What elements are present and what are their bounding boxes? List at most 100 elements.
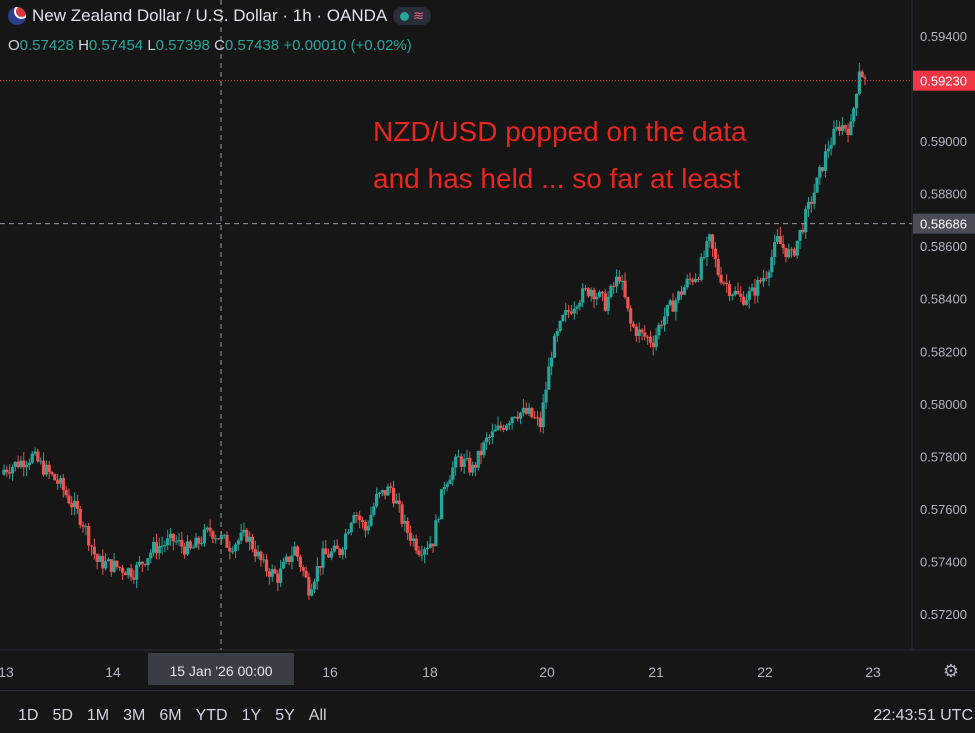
candle-body bbox=[719, 274, 723, 283]
time-tick-label: 20 bbox=[539, 664, 555, 680]
utc-clock[interactable]: 22:43:51 UTC bbox=[873, 707, 973, 724]
range-3m[interactable]: 3M bbox=[123, 707, 146, 724]
candle-body bbox=[569, 311, 574, 314]
price-axis[interactable]: 0.57200 0.57400 0.57600 0.57800 0.58000 0.582… bbox=[920, 29, 967, 622]
candle-body bbox=[377, 492, 382, 494]
range-5y[interactable]: 5Y bbox=[275, 707, 295, 724]
candle-body bbox=[8, 472, 12, 474]
range-1y[interactable]: 1Y bbox=[241, 707, 262, 724]
candle-body bbox=[668, 300, 672, 306]
last-price-line: 0.59230 bbox=[0, 70, 975, 91]
candle-body bbox=[552, 335, 557, 358]
candle-body bbox=[287, 556, 291, 562]
candle-body bbox=[276, 573, 280, 583]
time-tick-label: 21 bbox=[648, 664, 664, 680]
candle-body bbox=[380, 490, 384, 493]
candle-body bbox=[725, 282, 729, 285]
candle-body bbox=[202, 529, 207, 544]
candle-body bbox=[592, 289, 596, 300]
candle-body bbox=[281, 561, 286, 569]
time-tick-label: 23 bbox=[865, 664, 881, 680]
market-status-pill[interactable]: ≋ bbox=[393, 7, 432, 25]
candle-body bbox=[609, 285, 613, 297]
candle-body bbox=[135, 564, 139, 580]
candle-body bbox=[758, 279, 763, 282]
candle-body bbox=[310, 589, 314, 596]
candle-body bbox=[575, 306, 579, 309]
candle-body bbox=[89, 545, 94, 547]
settings-gear-icon[interactable]: ⚙ bbox=[942, 661, 960, 681]
candle-body bbox=[499, 425, 503, 428]
candle-body bbox=[222, 534, 226, 536]
time-axis[interactable]: 13 14 16 18 20 21 22 23 bbox=[0, 664, 881, 680]
candle-body bbox=[366, 525, 370, 531]
candle-body bbox=[13, 461, 17, 467]
candle-body bbox=[826, 148, 830, 152]
price-tick-label: 0.58600 bbox=[920, 239, 967, 254]
candle-body bbox=[694, 278, 698, 282]
candle-body bbox=[64, 489, 68, 496]
candle-body bbox=[298, 556, 303, 568]
range-1d[interactable]: 1D bbox=[18, 707, 39, 724]
candle-body bbox=[183, 546, 187, 555]
candle-body bbox=[152, 541, 156, 553]
candle-body bbox=[815, 177, 819, 193]
candle-body bbox=[507, 423, 511, 426]
candle-body bbox=[166, 538, 170, 546]
candle-body bbox=[595, 296, 599, 300]
candle-body bbox=[109, 559, 113, 572]
range-1m[interactable]: 1M bbox=[86, 707, 110, 724]
candle-body bbox=[200, 543, 204, 545]
candle-body bbox=[527, 407, 531, 414]
candle-body bbox=[840, 125, 845, 131]
indicator-wave-icon: ≋ bbox=[413, 8, 425, 23]
range-6m[interactable]: 6M bbox=[159, 707, 182, 724]
candle-body bbox=[360, 520, 365, 522]
candle-body bbox=[439, 489, 444, 520]
candle-body bbox=[375, 493, 379, 507]
candle-body bbox=[564, 310, 568, 316]
range-all[interactable]: All bbox=[308, 707, 327, 724]
candle-body bbox=[194, 537, 198, 548]
candle-body bbox=[115, 560, 119, 567]
candle-body bbox=[205, 527, 209, 530]
candle-body bbox=[104, 561, 108, 569]
candle-body bbox=[442, 486, 446, 490]
candle-body bbox=[228, 547, 232, 552]
candle-body bbox=[197, 537, 201, 544]
candle-body bbox=[688, 278, 692, 280]
candle-body bbox=[566, 310, 571, 312]
price-tick-label: 0.58400 bbox=[920, 292, 967, 307]
candle-body bbox=[547, 366, 551, 390]
candle-body bbox=[462, 459, 466, 467]
candle-body bbox=[349, 522, 353, 533]
candle-body bbox=[646, 336, 650, 338]
candle-body bbox=[753, 287, 757, 296]
candle-body bbox=[137, 561, 142, 565]
candle-body bbox=[626, 297, 630, 309]
close-value: 0.57438 bbox=[224, 37, 280, 54]
candle-body bbox=[358, 515, 362, 521]
candle-body bbox=[657, 324, 661, 336]
candle-body bbox=[437, 519, 441, 521]
price-tick-label: 0.58800 bbox=[920, 187, 967, 202]
candle-body bbox=[211, 531, 215, 539]
candle-body bbox=[606, 296, 610, 311]
range-ytd[interactable]: YTD bbox=[195, 707, 228, 724]
candle-body bbox=[612, 285, 616, 287]
range-5d[interactable]: 5D bbox=[52, 707, 73, 724]
candle-body bbox=[123, 572, 127, 576]
candle-body bbox=[233, 544, 238, 552]
candle-body bbox=[19, 460, 23, 468]
candle-body bbox=[363, 521, 367, 531]
candle-body bbox=[140, 561, 144, 565]
candle-body bbox=[524, 407, 528, 414]
candle-body bbox=[307, 577, 311, 596]
candle-body bbox=[736, 291, 740, 294]
symbol-title[interactable]: New Zealand Dollar / U.S. Dollar · 1h · … bbox=[32, 6, 388, 25]
price-tick-label: 0.58000 bbox=[920, 397, 967, 412]
candle-body bbox=[781, 243, 785, 248]
candle-body bbox=[448, 479, 452, 484]
candle-body bbox=[2, 469, 6, 475]
